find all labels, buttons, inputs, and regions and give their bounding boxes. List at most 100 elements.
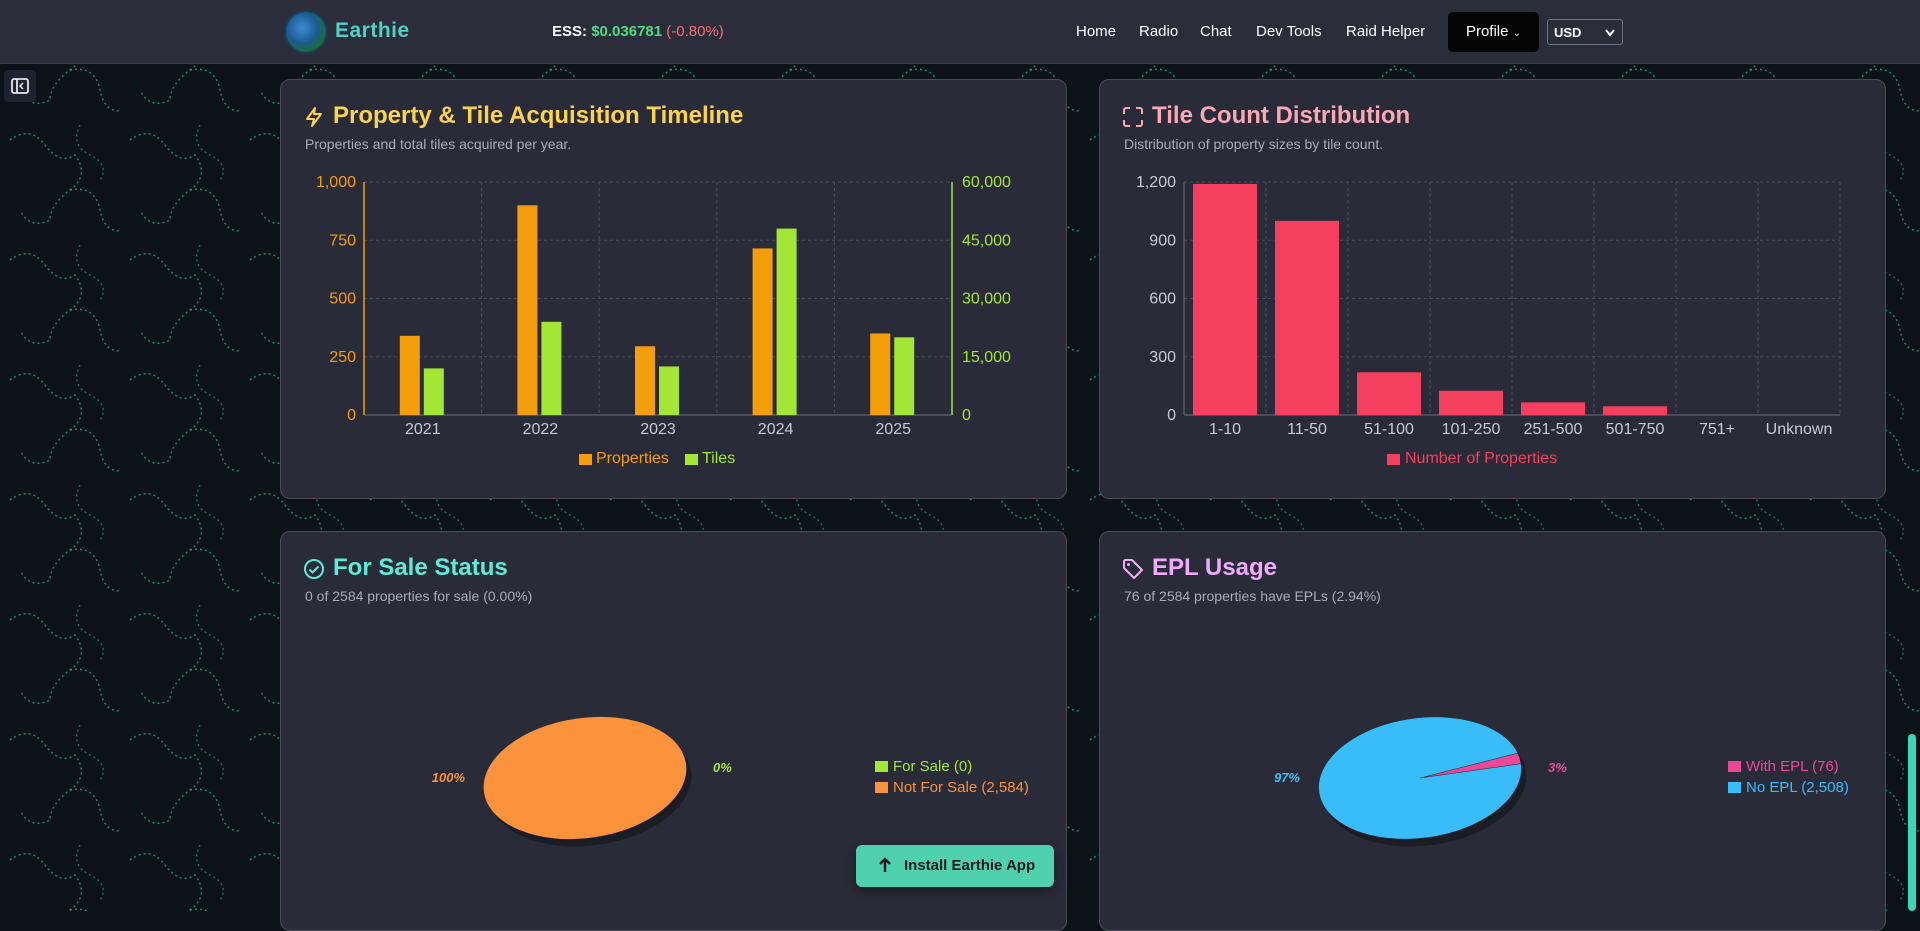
legend-swatch-not-for-sale-2-584	[875, 782, 888, 793]
for-sale-subtitle: 0 of 2584 properties for sale (0.00%)	[305, 588, 533, 604]
legend-label-not-for-sale-2-584: Not For Sale (2,584)	[893, 779, 1029, 796]
bar-properties-2022	[517, 205, 538, 415]
legend-swatch-number-of-properties	[1387, 454, 1400, 465]
check-circle-icon	[304, 559, 324, 579]
bar-tiles-2025	[894, 337, 915, 415]
legend-label-number-of-properties: Number of Properties	[1405, 450, 1557, 467]
legend-swatch-no-epl-2-508	[1728, 782, 1741, 793]
pie-slice-no-epl-2-508	[1318, 716, 1522, 840]
ess-price: $0.036781	[591, 23, 663, 40]
bar-11-50	[1275, 220, 1339, 415]
top-navbar: Earthie ESS: $0.036781 (-0.80%) Home Rad…	[0, 0, 1920, 64]
nav-raid-helper[interactable]: Raid Helper	[1346, 23, 1426, 40]
timeline-card: Property & Tile Acquisition Timeline Pro…	[280, 79, 1067, 499]
bar-tiles-2021	[423, 368, 444, 415]
tile-count-subtitle: Distribution of property sizes by tile c…	[1124, 136, 1384, 152]
right-tick-label: 60,000	[962, 174, 1011, 191]
timeline-chart: 0 0 250 15,000 500 30,000 750 45,000 1,000 60,000…	[316, 174, 1011, 467]
ess-price-ticker: ESS: $0.036781 (-0.80%)	[552, 23, 724, 40]
bar-properties-2023	[635, 346, 655, 415]
epl-subtitle: 76 of 2584 properties have EPLs (2.94%)	[1124, 588, 1381, 604]
right-tick-label: 30,000	[962, 291, 1011, 308]
legend-label-properties: Properties	[596, 450, 669, 467]
for-sale-pie-chart: 100% 0% For Sale (0) Not For Sale (2,584)	[432, 716, 1029, 847]
ess-label: ESS:	[552, 23, 588, 40]
ess-change: (-0.80%)	[666, 23, 724, 40]
legend-swatch-properties	[579, 454, 592, 465]
profile-button[interactable]: Profile ⌄	[1448, 12, 1539, 52]
tile-count-chart: 0 300 600 900 1,200 1-10 11-50 51-100 101-250 251…	[1136, 174, 1841, 467]
y-tick-label: 900	[1149, 232, 1176, 249]
x-tick-label: 1-10	[1209, 421, 1241, 438]
arrow-up-icon	[879, 857, 891, 872]
left-tick-label: 1,000	[316, 174, 356, 191]
x-tick-label: 2025	[875, 421, 911, 438]
legend-swatch-tiles	[685, 454, 698, 465]
bar-tiles-2023	[659, 366, 679, 415]
legend-label-no-epl-2-508: No EPL (2,508)	[1746, 779, 1849, 796]
profile-label: Profile	[1465, 23, 1509, 40]
x-tick-label: 251-500	[1524, 421, 1583, 438]
bar-1-10	[1193, 183, 1257, 415]
y-tick-label: 0	[1167, 407, 1176, 424]
pie-slice-not-for-sale-2-584	[483, 716, 687, 840]
x-tick-label: 2024	[758, 421, 794, 438]
pie-group	[483, 716, 692, 847]
brand-name[interactable]: Earthie	[335, 19, 410, 42]
bar-tiles-2022	[541, 321, 562, 415]
bar-51-100	[1357, 372, 1421, 415]
x-tick-label: 51-100	[1364, 421, 1414, 438]
legend-label-with-epl-76: With EPL (76)	[1746, 758, 1839, 775]
legend-label-tiles: Tiles	[702, 450, 735, 467]
bar-tiles-2024	[776, 228, 797, 415]
currency-value: USD	[1554, 25, 1582, 40]
page-scrollbar[interactable]	[1908, 734, 1916, 911]
bar-properties-2021	[399, 335, 420, 415]
currency-select[interactable]: USD	[1547, 19, 1623, 45]
install-app-label: Install Earthie App	[904, 857, 1036, 874]
nav-dev-tools[interactable]: Dev Tools	[1256, 23, 1322, 40]
pie-pct-label: 97%	[1274, 770, 1300, 785]
chevron-down-icon: ⌄	[1512, 28, 1522, 39]
x-tick-label: Unknown	[1766, 421, 1833, 438]
for-sale-card: For Sale Status 0 of 2584 properties for…	[280, 531, 1067, 931]
x-tick-label: 751+	[1699, 421, 1735, 438]
legend-swatch-for-sale-0	[875, 761, 888, 772]
left-tick-label: 500	[329, 291, 356, 308]
pie-pct-label: 3%	[1548, 760, 1567, 775]
epl-title: EPL Usage	[1152, 554, 1277, 581]
x-tick-label: 11-50	[1287, 421, 1327, 438]
chevron-down-icon	[1605, 29, 1615, 37]
bar-251-500	[1521, 402, 1585, 415]
y-tick-label: 1,200	[1136, 174, 1176, 191]
nav-home[interactable]: Home	[1076, 23, 1117, 40]
epl-pie-chart: 97% 3% With EPL (76) No EPL (2,508)	[1274, 716, 1849, 847]
legend-label-for-sale-0: For Sale (0)	[893, 758, 972, 775]
x-tick-label: 2023	[640, 421, 676, 438]
left-tick-label: 750	[329, 232, 356, 249]
bar-101-250	[1439, 390, 1503, 415]
bar-properties-2024	[752, 248, 773, 415]
y-tick-label: 600	[1149, 291, 1176, 308]
left-tick-label: 0	[347, 407, 356, 424]
legend-swatch-with-epl-76	[1728, 761, 1741, 772]
x-tick-label: 2022	[523, 421, 559, 438]
pie-group	[1318, 716, 1527, 847]
bar-501-750	[1603, 406, 1667, 415]
install-app-button[interactable]: Install Earthie App	[856, 845, 1054, 887]
timeline-title: Property & Tile Acquisition Timeline	[333, 102, 744, 129]
nav-chat[interactable]: Chat	[1200, 23, 1232, 40]
tile-count-title: Tile Count Distribution	[1152, 102, 1411, 129]
nav-radio[interactable]: Radio	[1139, 23, 1179, 40]
x-tick-label: 101-250	[1442, 421, 1501, 438]
earth-logo-icon[interactable]	[286, 12, 326, 52]
right-tick-label: 0	[962, 407, 971, 424]
right-tick-label: 45,000	[962, 232, 1011, 249]
pie-pct-label: 100%	[432, 770, 466, 785]
sidebar-toggle-button[interactable]	[4, 70, 36, 102]
pie-pct-label: 0%	[713, 760, 732, 775]
left-tick-label: 250	[329, 349, 356, 366]
right-tick-label: 15,000	[962, 349, 1011, 366]
x-tick-label: 2021	[405, 421, 441, 438]
y-tick-label: 300	[1149, 349, 1176, 366]
